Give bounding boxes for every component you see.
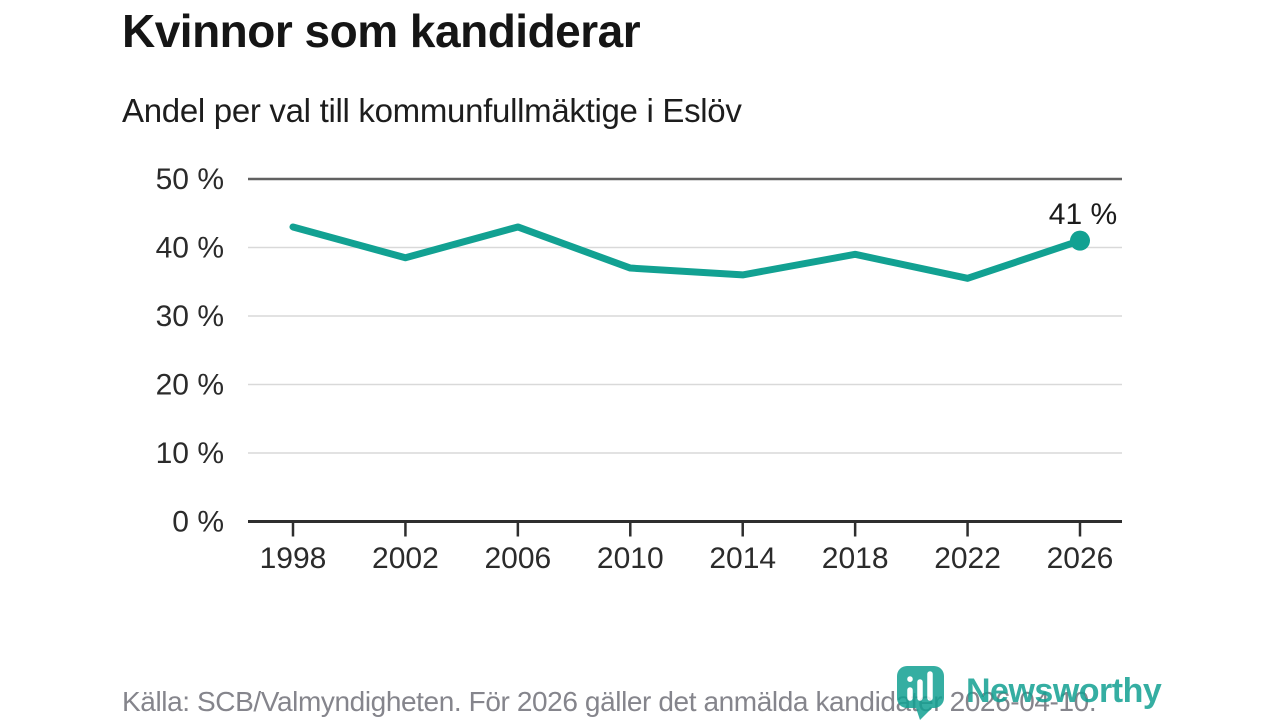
data-line: [289, 223, 1084, 282]
chart-subtitle: Andel per val till kommunfullmäktige i E…: [122, 92, 742, 129]
y-tick-label: 40 %: [156, 232, 224, 265]
y-tick-label: 0 %: [172, 506, 224, 539]
x-tick-label: 2022: [934, 542, 1001, 575]
x-tick-label: 2026: [1047, 542, 1114, 575]
x-tick-label: 1998: [260, 542, 327, 575]
y-tick-label: 20 %: [156, 369, 224, 402]
newsworthy-wordmark: Newsworthy: [966, 672, 1162, 710]
page-title: Kvinnor som kandiderar: [122, 5, 641, 57]
y-tick-label: 30 %: [156, 300, 224, 333]
newsworthy-bubble-chart-icon: [897, 666, 944, 720]
x-tick-label: 2018: [822, 542, 889, 575]
end-point-marker: [1070, 230, 1090, 251]
x-tick-label: 2014: [709, 542, 776, 575]
x-tick-label: 2006: [484, 542, 551, 575]
newsworthy-logo: Newsworthy: [897, 665, 1167, 720]
x-tick-label: 2002: [372, 542, 439, 575]
y-tick-label: 10 %: [156, 437, 224, 470]
mini-bars-glyph: [907, 671, 933, 701]
x-tick-label: 2010: [597, 542, 664, 575]
end-point-label: 41 %: [1049, 198, 1117, 231]
y-tick-label: 50 %: [156, 163, 224, 196]
